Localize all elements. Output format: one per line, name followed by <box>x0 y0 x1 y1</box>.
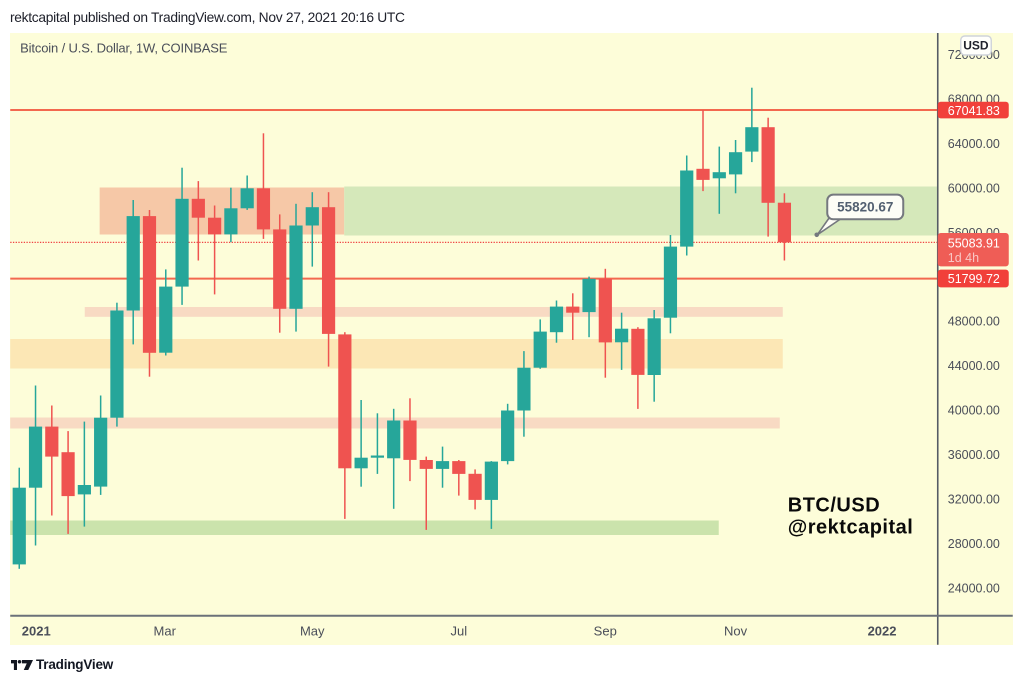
svg-text:40000.00: 40000.00 <box>948 404 1000 418</box>
svg-text:@rektcapital: @rektcapital <box>788 517 914 539</box>
svg-text:60000.00: 60000.00 <box>948 181 1000 195</box>
svg-text:May: May <box>300 624 325 639</box>
svg-text:BTC/USD: BTC/USD <box>788 495 880 517</box>
svg-text:51799.72: 51799.72 <box>948 272 1000 286</box>
svg-text:Bitcoin / U.S. Dollar, 1W, COI: Bitcoin / U.S. Dollar, 1W, COINBASE <box>20 40 228 55</box>
svg-text:2022: 2022 <box>868 624 897 639</box>
svg-text:24000.00: 24000.00 <box>948 581 1000 595</box>
svg-text:28000.00: 28000.00 <box>948 537 1000 551</box>
svg-text:32000.00: 32000.00 <box>948 492 1000 506</box>
svg-text:55083.91: 55083.91 <box>948 236 1000 250</box>
svg-text:55820.67: 55820.67 <box>837 200 893 215</box>
svg-text:36000.00: 36000.00 <box>948 448 1000 462</box>
svg-text:USD: USD <box>963 39 989 53</box>
svg-text:64000.00: 64000.00 <box>948 137 1000 151</box>
svg-text:Nov: Nov <box>724 624 748 639</box>
svg-text:2021: 2021 <box>22 624 51 639</box>
svg-text:67041.83: 67041.83 <box>948 104 1000 118</box>
svg-text:44000.00: 44000.00 <box>948 359 1000 373</box>
svg-text:1d 4h: 1d 4h <box>948 251 979 265</box>
svg-text:Mar: Mar <box>154 624 177 639</box>
svg-text:Jul: Jul <box>451 624 468 639</box>
svg-text:Sep: Sep <box>594 624 617 639</box>
svg-text:48000.00: 48000.00 <box>948 315 1000 329</box>
